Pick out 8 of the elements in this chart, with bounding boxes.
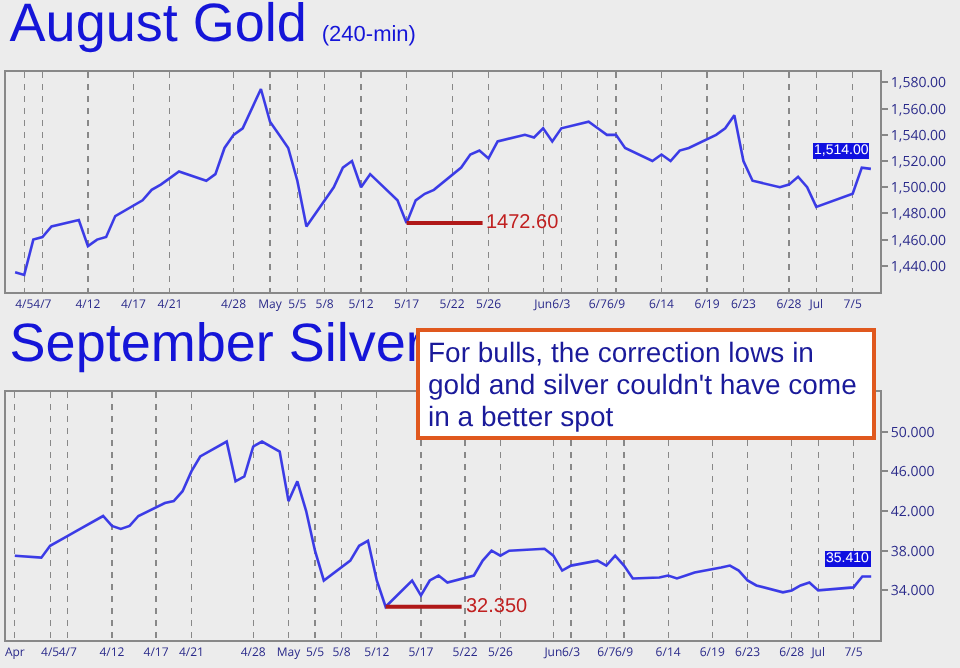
chart-title: August Gold: [9, 0, 307, 53]
annotation: 32.350: [466, 596, 529, 618]
line-series: [13, 440, 873, 609]
line-series: [13, 87, 873, 277]
chart-title: September Silver: [9, 313, 424, 374]
annotation: For bulls, the correction lows in gold and silver couldn't have come in a better spot: [428, 336, 857, 432]
chart-subtitle: (240-min): [321, 23, 416, 47]
annotation: 1472.60: [486, 212, 560, 234]
